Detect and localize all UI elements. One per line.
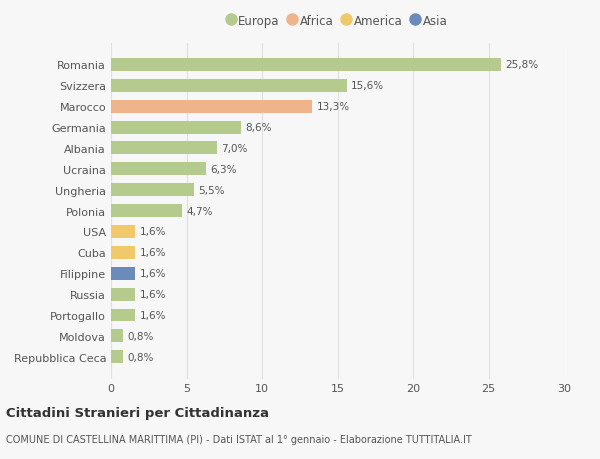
Bar bbox=[111, 121, 241, 134]
Text: 0,8%: 0,8% bbox=[128, 352, 154, 362]
Bar bbox=[111, 80, 347, 93]
Bar bbox=[111, 59, 500, 72]
Bar bbox=[111, 184, 194, 197]
Text: 5,5%: 5,5% bbox=[199, 185, 225, 195]
Bar bbox=[111, 330, 123, 342]
Bar bbox=[111, 267, 135, 280]
Bar bbox=[111, 205, 182, 218]
Text: 6,3%: 6,3% bbox=[211, 164, 237, 174]
Bar bbox=[111, 163, 206, 176]
Text: 1,6%: 1,6% bbox=[140, 290, 166, 299]
Text: 25,8%: 25,8% bbox=[505, 60, 538, 70]
Text: 8,6%: 8,6% bbox=[245, 123, 272, 133]
Text: 4,7%: 4,7% bbox=[187, 206, 213, 216]
Text: 1,6%: 1,6% bbox=[140, 269, 166, 279]
Text: 7,0%: 7,0% bbox=[221, 144, 248, 154]
Legend: Europa, Africa, America, Asia: Europa, Africa, America, Asia bbox=[224, 11, 451, 31]
Text: 1,6%: 1,6% bbox=[140, 310, 166, 320]
Text: Cittadini Stranieri per Cittadinanza: Cittadini Stranieri per Cittadinanza bbox=[6, 406, 269, 419]
Bar bbox=[111, 225, 135, 238]
Bar bbox=[111, 351, 123, 364]
Text: 1,6%: 1,6% bbox=[140, 248, 166, 258]
Bar bbox=[111, 142, 217, 155]
Bar bbox=[111, 246, 135, 259]
Text: 0,8%: 0,8% bbox=[128, 331, 154, 341]
Text: 13,3%: 13,3% bbox=[316, 102, 349, 112]
Bar bbox=[111, 288, 135, 301]
Bar bbox=[111, 101, 312, 113]
Text: COMUNE DI CASTELLINA MARITTIMA (PI) - Dati ISTAT al 1° gennaio - Elaborazione TU: COMUNE DI CASTELLINA MARITTIMA (PI) - Da… bbox=[6, 434, 472, 444]
Bar bbox=[111, 309, 135, 322]
Text: 15,6%: 15,6% bbox=[351, 81, 384, 91]
Text: 1,6%: 1,6% bbox=[140, 227, 166, 237]
